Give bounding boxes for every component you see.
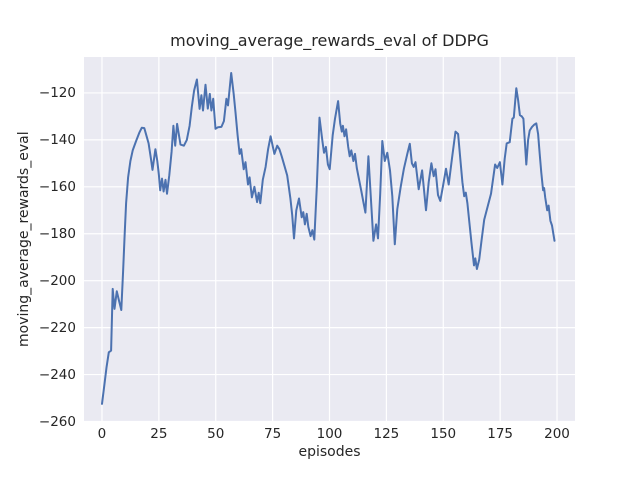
plot-area: [84, 57, 575, 422]
y-tick-label: −220: [38, 319, 76, 336]
x-tick-label: 200: [544, 426, 570, 442]
y-tick-label: −240: [38, 366, 76, 383]
y-tick-label: −180: [38, 225, 76, 242]
y-tick-label: −260: [38, 413, 76, 430]
y-tick-label: −120: [38, 84, 76, 101]
x-axis-label: episodes: [298, 444, 361, 460]
x-tick-label: 125: [373, 426, 400, 442]
x-tick-label: 0: [97, 426, 107, 442]
line-chart: [84, 57, 575, 422]
y-tick-label: −160: [38, 178, 76, 195]
x-tick-label: 75: [264, 426, 282, 442]
x-tick-label: 175: [487, 426, 514, 442]
x-tick-label: 100: [316, 426, 343, 442]
y-tick-label: −140: [38, 131, 76, 148]
chart-title: moving_average_rewards_eval of DDPG: [170, 31, 489, 50]
series-line: [101, 72, 556, 405]
x-tick-label: 150: [430, 426, 457, 442]
x-tick-label: 50: [207, 426, 225, 442]
x-tick-label: 25: [150, 426, 168, 442]
y-tick-label: −200: [38, 272, 76, 289]
